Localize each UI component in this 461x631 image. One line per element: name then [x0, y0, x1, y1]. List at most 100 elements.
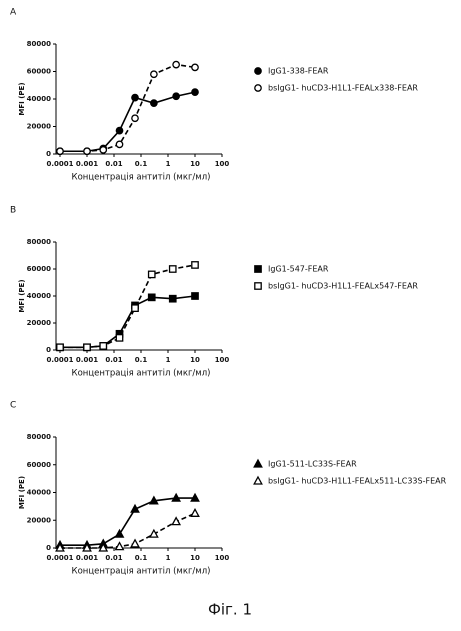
data-point [172, 60, 180, 69]
data-point [115, 333, 124, 342]
y-axis-title: MFI (PE) [18, 476, 26, 509]
x-tick-label: 1 [166, 160, 171, 168]
y-tick-label: 60000 [27, 461, 51, 469]
data-point [190, 492, 200, 502]
x-tick-label: 0.1 [135, 160, 148, 168]
data-point [131, 93, 139, 102]
y-tick-label: 20000 [27, 516, 51, 524]
x-tick-label: 0.01 [105, 160, 122, 168]
data-point [56, 147, 64, 156]
legend-marker [254, 282, 262, 290]
y-axis-title: MFI (PE) [18, 279, 26, 312]
legend-label: IgG1-547-FEAR [268, 265, 329, 274]
series-line [60, 91, 196, 153]
series-line [60, 63, 196, 153]
y-axis-title: MFI (PE) [18, 82, 26, 115]
x-axis-title: Концентрація антитіл (мкг/мл) [72, 173, 211, 183]
data-point [150, 99, 158, 107]
x-tick-label: 0.1 [135, 356, 148, 364]
y-tick-label: 80000 [27, 433, 51, 441]
y-tick-label: 40000 [27, 95, 51, 103]
y-tick-label: 40000 [27, 292, 51, 300]
legend-label: IgG1-511-LC33S-FEAR [268, 460, 357, 469]
x-tick-label: 0.1 [135, 554, 148, 562]
x-tick-label: 1 [166, 356, 171, 364]
data-point [82, 542, 92, 552]
data-point [148, 528, 159, 538]
data-point [190, 507, 200, 517]
y-tick-label: 40000 [27, 489, 51, 497]
x-tick-label: 1 [166, 554, 171, 562]
data-point [114, 541, 125, 551]
x-tick-label: 10 [190, 554, 200, 562]
data-point [130, 503, 140, 513]
data-point [56, 343, 64, 352]
y-tick-label: 0 [46, 150, 51, 158]
panel-label: A [10, 8, 17, 18]
x-tick-label: 0.001 [76, 160, 98, 168]
legend-label: IgG1-338-FEAR [268, 67, 329, 76]
x-tick-label: 100 [215, 356, 230, 364]
figure-caption: Фіг. 1 [208, 601, 252, 619]
data-point [191, 88, 199, 96]
x-tick-label: 10 [190, 160, 200, 168]
data-point [168, 265, 177, 273]
panel-label: B [10, 206, 16, 216]
x-tick-label: 0.0001 [46, 554, 73, 562]
data-point [131, 304, 139, 313]
data-point [171, 516, 182, 526]
y-tick-label: 0 [46, 346, 51, 354]
legend-marker [254, 265, 262, 273]
series-line [60, 264, 196, 349]
y-tick-label: 60000 [27, 265, 51, 273]
legend-label: bsIgG1- huCD3-H1L1-FEALx547-FEAR [268, 282, 418, 291]
data-point [191, 63, 199, 72]
series-line [60, 295, 196, 349]
data-point [130, 538, 140, 548]
series-line [60, 512, 196, 549]
data-point [150, 70, 158, 79]
data-point [131, 114, 139, 123]
y-tick-label: 20000 [27, 123, 51, 131]
data-point [114, 528, 125, 538]
x-tick-label: 0.01 [105, 554, 122, 562]
data-point [171, 492, 182, 502]
data-point [191, 261, 199, 269]
legend-label: bsIgG1- huCD3-H1L1-FEALx511-LC33S-FEAR [268, 477, 447, 486]
x-tick-label: 0.01 [105, 356, 122, 364]
y-tick-label: 80000 [27, 40, 51, 48]
x-tick-label: 0.0001 [46, 160, 73, 168]
data-point [147, 270, 156, 279]
data-point [98, 542, 109, 552]
data-point [99, 146, 108, 154]
y-tick-label: 0 [46, 544, 51, 552]
data-point [147, 293, 156, 302]
y-tick-label: 60000 [27, 68, 51, 76]
x-tick-label: 10 [190, 356, 200, 364]
data-point [148, 495, 159, 505]
data-point [191, 292, 199, 300]
y-tick-label: 80000 [27, 238, 51, 246]
data-point [168, 294, 177, 303]
legend-label: bsIgG1- huCD3-H1L1-FEALx338-FEAR [268, 84, 418, 93]
data-point [172, 92, 180, 101]
x-tick-label: 100 [215, 160, 230, 168]
data-point [115, 140, 124, 149]
legend-marker [254, 84, 262, 92]
panel-label: C [10, 401, 16, 411]
x-tick-label: 100 [215, 554, 230, 562]
data-point [55, 542, 65, 552]
legend-marker [253, 475, 263, 485]
y-tick-label: 20000 [27, 319, 51, 327]
data-point [99, 342, 108, 350]
x-axis-title: Концентрація антитіл (мкг/мл) [72, 369, 211, 379]
x-axis-title: Концентрація антитіл (мкг/мл) [72, 567, 211, 577]
legend-marker [254, 67, 262, 75]
data-point [83, 343, 91, 352]
data-point [115, 126, 124, 135]
data-point [83, 147, 91, 156]
x-tick-label: 0.0001 [46, 356, 73, 364]
legend-marker [253, 458, 263, 468]
x-tick-label: 0.001 [76, 554, 98, 562]
